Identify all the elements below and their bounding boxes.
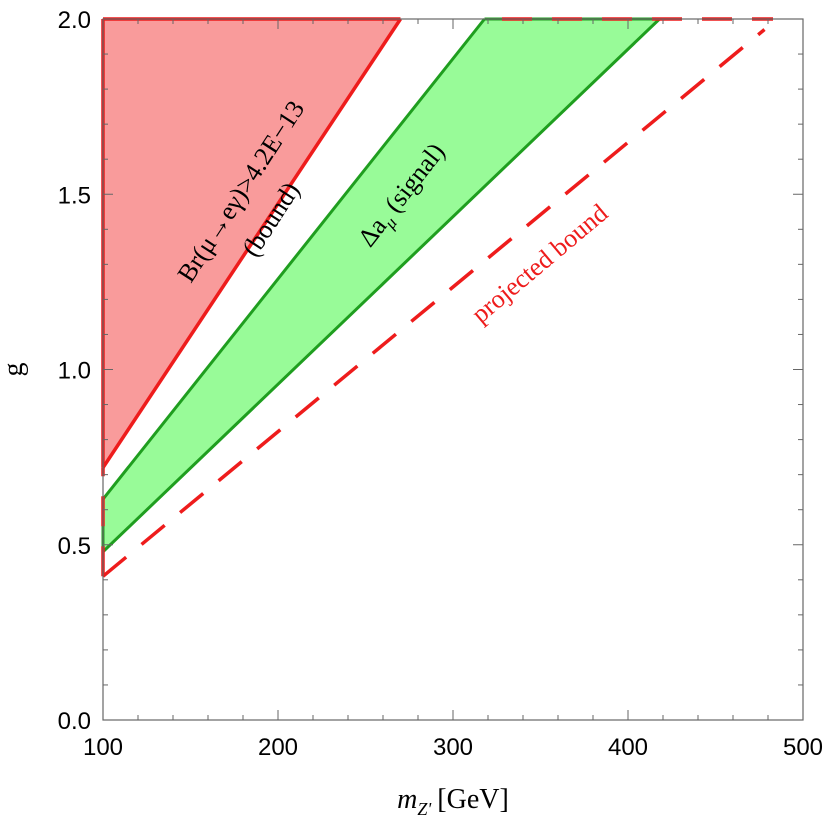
x-axis-title: mZ' [GeV] — [397, 784, 509, 819]
ticks-layer — [102, 18, 804, 721]
signal-lower-edge — [101, 17, 661, 553]
y-tick-label: 1.0 — [58, 358, 91, 385]
x-tick-label: 200 — [258, 734, 298, 761]
x-axis-title-subscript: Z' — [417, 799, 432, 819]
labels-layer: 100 200 300 400 500 0.0 0.5 1.0 1.5 2.0 — [58, 7, 823, 761]
x-tick-label: 100 — [83, 734, 123, 761]
y-axis-title: g — [0, 363, 29, 377]
y-tick-label: 1.5 — [58, 182, 91, 209]
x-tick-label: 500 — [783, 734, 823, 761]
x-tick-label: 400 — [608, 734, 648, 761]
y-tick-label: 2.0 — [58, 7, 91, 34]
x-axis-title-unit: [GeV] — [437, 784, 509, 815]
bound-region-edge — [101, 18, 402, 469]
projected-bound-line — [101, 28, 766, 578]
y-tick-label: 0.5 — [58, 533, 91, 560]
signal-upper-edge — [101, 18, 486, 501]
x-axis-title-main: m — [397, 784, 417, 815]
projected-bound-label: projected bound — [466, 198, 614, 328]
y-tick-label: 0.0 — [58, 708, 91, 735]
x-tick-label: 300 — [433, 734, 473, 761]
